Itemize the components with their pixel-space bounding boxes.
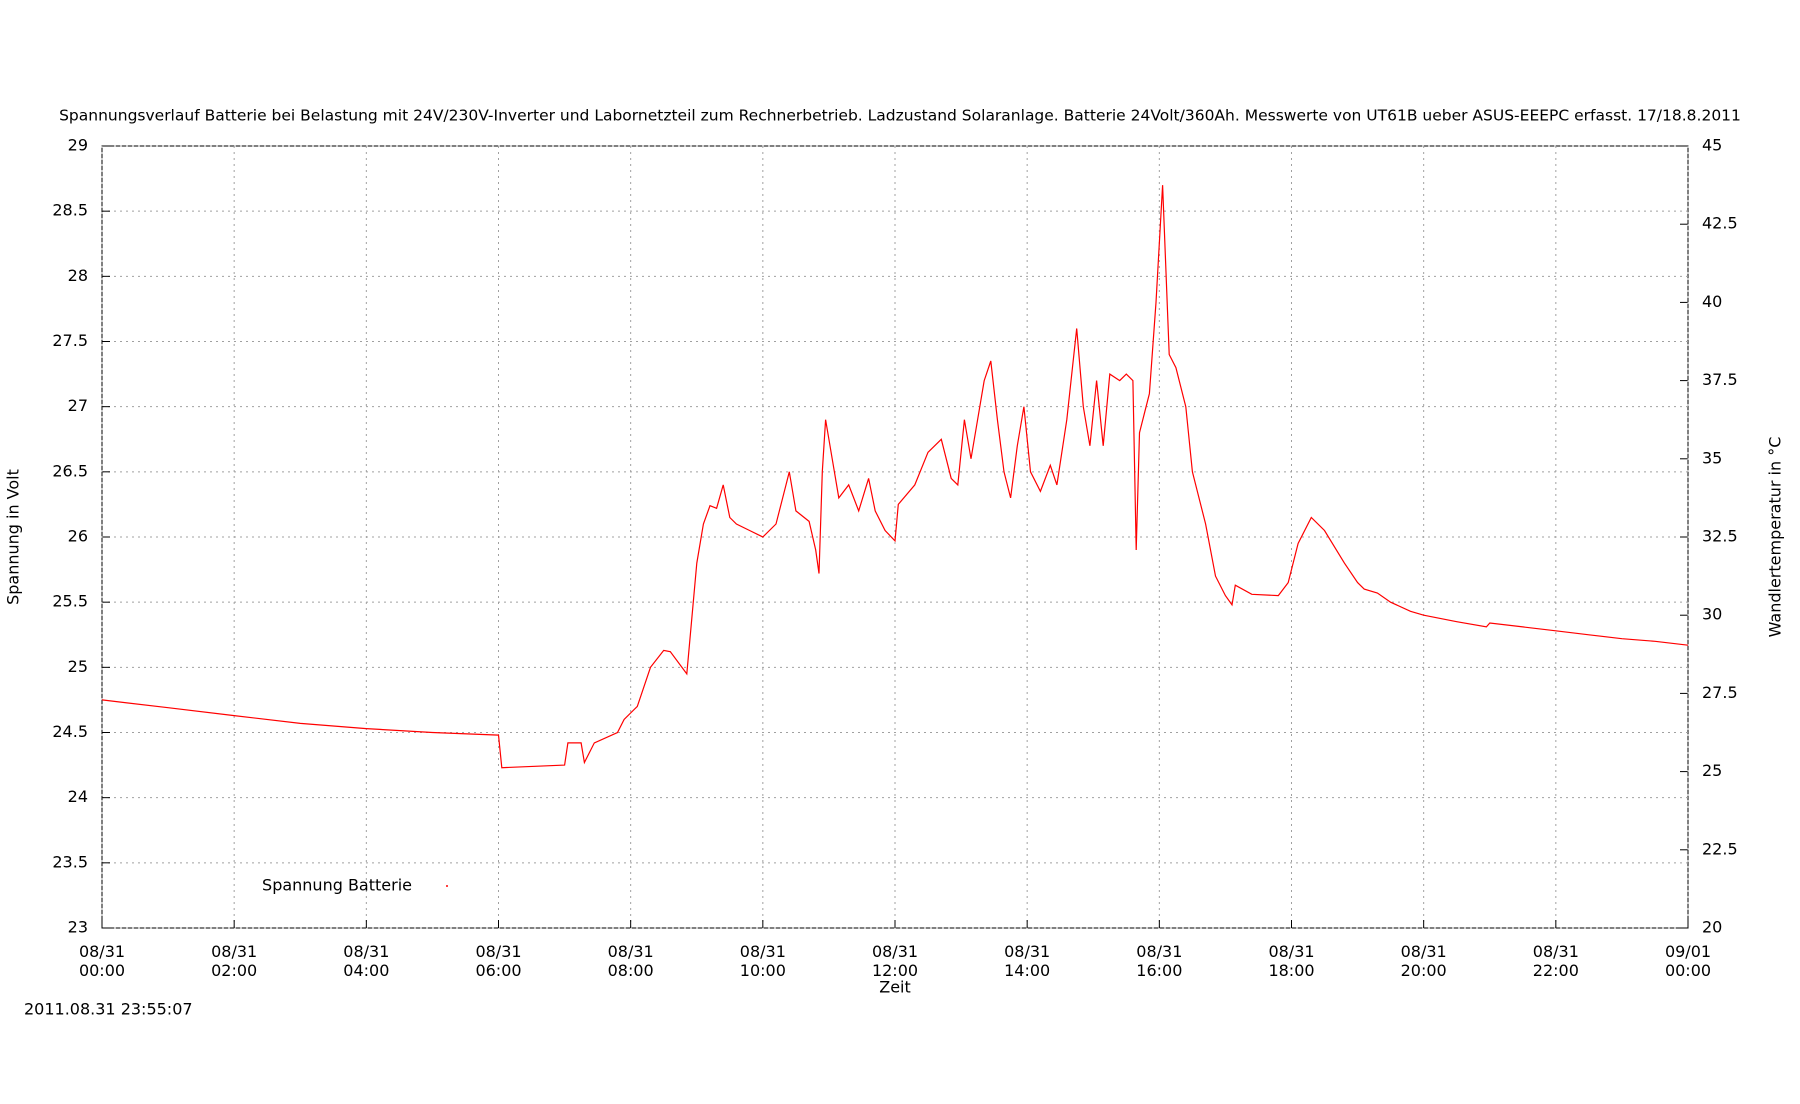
x-tick-label: 08/31 08:00 [608,942,654,980]
x-tick-label: 08/31 22:00 [1533,942,1579,980]
x-tick-label-line: 09/01 [1665,942,1711,961]
x-axis-label: Zeit [879,978,911,997]
y-tick-label: 26 [68,527,88,546]
x-tick-label-line: 08/31 [343,942,389,961]
x-tick-label: 09/01 00:00 [1665,942,1711,980]
x-tick-label: 08/31 14:00 [1004,942,1050,980]
y2-axis-label: Wandlertemperatur in °C [1766,437,1785,638]
x-tick-label: 08/31 00:00 [79,942,125,980]
x-tick-label: 08/31 20:00 [1401,942,1447,980]
x-tick-label-line: 08/31 [872,942,918,961]
x-tick-label-line: 20:00 [1401,961,1447,980]
x-tick-label-line: 04:00 [343,961,389,980]
x-tick-label-line: 08:00 [608,961,654,980]
y2-tick-label: 22.5 [1702,839,1738,858]
x-tick-label-line: 00:00 [1665,961,1711,980]
y2-tick-label: 30 [1702,605,1722,624]
x-tick-label-line: 00:00 [79,961,125,980]
x-tick-label-line: 12:00 [872,961,918,980]
x-tick-label: 08/31 10:00 [740,942,786,980]
y-tick-label: 27 [68,396,88,415]
y-tick-label: 28 [68,266,88,285]
legend-label: Spannung Batterie [262,876,412,895]
x-tick-label-line: 18:00 [1268,961,1314,980]
x-tick-label: 08/31 16:00 [1136,942,1182,980]
x-tick-label-line: 08/31 [608,942,654,961]
y-axis-label: Spannung in Volt [4,469,23,605]
x-tick-label-line: 10:00 [740,961,786,980]
x-tick-label-line: 08/31 [1268,942,1314,961]
x-tick-label-line: 08/31 [475,942,521,961]
y-tick-label: 24 [68,787,88,806]
y-tick-label: 23 [68,918,88,937]
y-tick-label: 27.5 [52,331,88,350]
y2-tick-label: 35 [1702,448,1722,467]
data-line [101,185,1689,769]
y-tick-label: 26.5 [52,461,88,480]
x-tick-label: 08/31 04:00 [343,942,389,980]
x-tick-label-line: 22:00 [1533,961,1579,980]
x-tick-label-line: 08/31 [1401,942,1447,961]
y2-tick-label: 37.5 [1702,370,1738,389]
y2-tick-label: 25 [1702,761,1722,780]
x-tick-label-line: 02:00 [211,961,257,980]
x-tick-label-line: 08/31 [79,942,125,961]
y-tick-label: 28.5 [52,201,88,220]
x-tick-label-line: 14:00 [1004,961,1050,980]
y2-tick-label: 45 [1702,136,1722,155]
y-tick-label: 25.5 [52,592,88,611]
y2-tick-label: 27.5 [1702,683,1738,702]
x-tick-label: 08/31 18:00 [1268,942,1314,980]
footer-timestamp: 2011.08.31 23:55:07 [24,1000,193,1019]
x-tick-label-line: 08/31 [740,942,786,961]
y2-tick-label: 40 [1702,292,1722,311]
chart-title: Spannungsverlauf Batterie bei Belastung … [59,107,1741,125]
y2-tick-label: 42.5 [1702,214,1738,233]
x-tick-label: 08/31 06:00 [475,942,521,980]
x-tick-label-line: 06:00 [475,961,521,980]
y-tick-label: 23.5 [52,852,88,871]
x-tick-label-line: 16:00 [1136,961,1182,980]
y2-tick-label: 20 [1702,918,1722,937]
x-tick-label-line: 08/31 [1533,942,1579,961]
x-tick-label: 08/31 02:00 [211,942,257,980]
x-tick-label-line: 08/31 [1136,942,1182,961]
x-tick-label-line: 08/31 [1004,942,1050,961]
y-tick-label: 24.5 [52,722,88,741]
y2-tick-label: 32.5 [1702,527,1738,546]
y-tick-label: 29 [68,136,88,155]
y-tick-label: 25 [68,657,88,676]
x-tick-label-line: 08/31 [211,942,257,961]
x-tick-label: 08/31 12:00 [872,942,918,980]
